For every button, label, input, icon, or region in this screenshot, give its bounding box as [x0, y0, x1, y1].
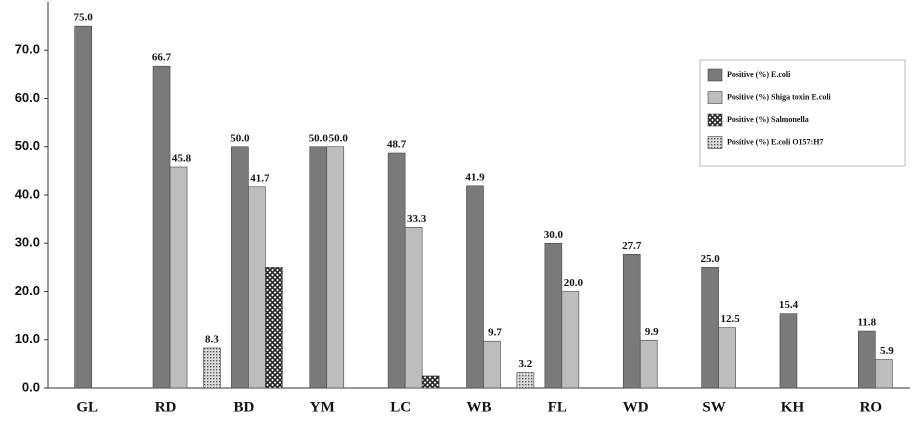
value-label: 48.7	[387, 139, 407, 151]
bar	[466, 185, 484, 389]
bar	[544, 242, 563, 389]
value-label: 50.0	[329, 132, 349, 144]
bar	[248, 186, 266, 389]
bar	[561, 291, 580, 389]
value-label: 33.3	[407, 213, 427, 225]
bar	[639, 339, 658, 389]
bar	[265, 267, 283, 389]
x-tick-label: RO	[860, 399, 883, 415]
bar	[326, 146, 345, 389]
y-tick-label: 40.0	[15, 186, 40, 201]
y-tick-label: 0.0	[22, 379, 40, 394]
y-tick-label: 60.0	[15, 90, 40, 105]
legend	[699, 59, 906, 167]
legend-label: Positive (%) E.coli	[727, 70, 791, 79]
x-tick-label: RD	[155, 399, 177, 415]
legend-label: Positive (%) Shiga toxin E.coli	[727, 92, 832, 101]
value-label: 9.9	[645, 326, 659, 338]
y-tick-label: 20.0	[15, 283, 40, 298]
legend-swatch	[707, 136, 723, 149]
bar	[516, 372, 535, 389]
bar	[483, 340, 501, 389]
y-tick-label: 10.0	[15, 331, 40, 346]
value-label: 20.0	[564, 277, 584, 289]
x-tick-label: LC	[390, 399, 411, 415]
bar	[309, 146, 328, 389]
value-label: 66.7	[152, 52, 172, 64]
bar	[875, 359, 893, 389]
legend-label: Positive (%) E.coli O157:H7	[727, 137, 823, 146]
value-label: 8.3	[205, 333, 219, 345]
value-label: 15.4	[779, 299, 799, 311]
x-tick-label: BD	[233, 399, 254, 415]
bar	[718, 327, 736, 389]
legend-swatch	[707, 91, 723, 104]
bar	[858, 330, 876, 389]
x-tick-label: YM	[310, 399, 335, 415]
value-label: 11.8	[857, 317, 876, 329]
bar	[231, 146, 249, 389]
bar	[622, 254, 641, 389]
value-label: 9.7	[488, 327, 502, 339]
bar	[779, 313, 798, 389]
bar	[701, 267, 719, 389]
bar	[169, 166, 188, 389]
legend-label: Positive (%) Salmonella	[727, 115, 809, 124]
x-tick-label: WB	[466, 399, 491, 415]
value-label: 41.7	[250, 172, 270, 184]
bar	[404, 227, 423, 389]
x-tick-label: WD	[623, 399, 649, 415]
value-label: 30.0	[544, 229, 564, 241]
value-label: 12.5	[720, 313, 740, 325]
bar	[387, 152, 406, 389]
value-label: 75.0	[74, 12, 94, 24]
value-label: 50.0	[309, 132, 329, 144]
bar	[152, 65, 171, 389]
x-tick-label: SW	[702, 399, 725, 415]
value-label: 41.9	[465, 171, 485, 183]
value-label: 25.0	[700, 253, 720, 265]
value-label: 27.7	[622, 240, 642, 252]
bar	[203, 347, 221, 389]
x-tick-label: KH	[781, 399, 805, 415]
bar	[421, 375, 440, 389]
x-tick-label: FL	[548, 399, 567, 415]
legend-swatch	[707, 68, 723, 82]
legend-swatch	[707, 113, 723, 127]
y-tick-label: 70.0	[15, 42, 40, 57]
value-label: 3.2	[518, 358, 532, 370]
y-tick-label: 30.0	[15, 235, 40, 250]
value-label: 50.0	[230, 132, 250, 144]
y-tick-label: 50.0	[15, 138, 40, 153]
value-label: 45.8	[172, 153, 192, 165]
value-label: 5.9	[880, 345, 894, 357]
x-tick-label: GL	[76, 399, 98, 415]
bar	[74, 25, 92, 389]
